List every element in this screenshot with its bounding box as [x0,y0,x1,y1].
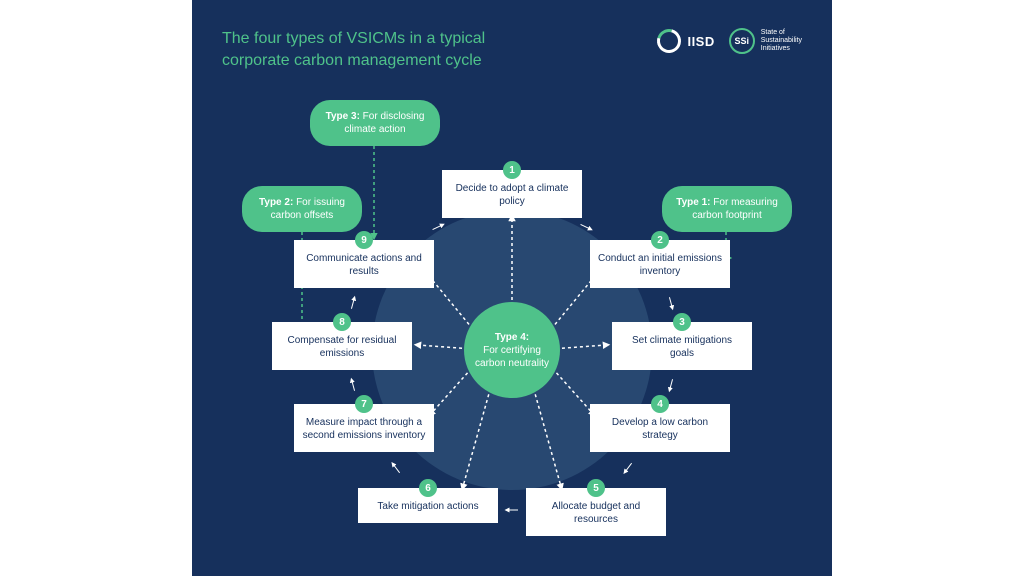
step-9-label: Communicate actions and results [302,252,426,278]
iisd-text: IISD [687,34,714,49]
center-title: Type 4: [472,331,552,344]
step-7-box: 7Measure impact through a second emissio… [294,404,434,452]
iisd-ring-icon [653,25,686,58]
step-8-label: Compensate for residual emissions [280,334,404,360]
type2-callout: Type 2: For issuing carbon offsets [242,186,362,232]
step-1-box: 1Decide to adopt a climate policy [442,170,582,218]
step-1-label: Decide to adopt a climate policy [450,182,574,208]
step-5-box: 5Allocate budget and resources [526,488,666,536]
step-8-box: 8Compensate for residual emissions [272,322,412,370]
step-4-badge: 4 [651,395,669,413]
step-8-badge: 8 [333,313,351,331]
step-5-badge: 5 [587,479,605,497]
page-title: The four types of VSICMs in a typical co… [222,28,502,71]
center-type4-circle: Type 4: For certifying carbon neutrality [464,302,560,398]
step-2-label: Conduct an initial emissions inventory [598,252,722,278]
step-2-box: 2Conduct an initial emissions inventory [590,240,730,288]
step-9-box: 9Communicate actions and results [294,240,434,288]
step-4-label: Develop a low carbon strategy [598,416,722,442]
type1-callout: Type 1: For measuring carbon footprint [662,186,792,232]
step-2-badge: 2 [651,231,669,249]
step-7-badge: 7 [355,395,373,413]
center-text: For certifying carbon neutrality [475,345,549,369]
logo-group: IISD SSi State of Sustainability Initiat… [657,28,802,54]
step-9-badge: 9 [355,231,373,249]
step-6-badge: 6 [419,479,437,497]
step-3-badge: 3 [673,313,691,331]
step-7-label: Measure impact through a second emission… [302,416,426,442]
step-6-label: Take mitigation actions [366,500,490,513]
infographic-canvas: The four types of VSICMs in a typical co… [192,0,832,576]
step-3-label: Set climate mitigations goals [620,334,744,360]
ssi-logo: SSi State of Sustainability Initiatives [729,28,802,54]
iisd-logo: IISD [657,29,714,53]
ssi-text: State of Sustainability Initiatives [761,29,802,53]
type3-callout: Type 3: For disclosing climate action [310,100,440,146]
ssi-badge-icon: SSi [729,28,755,54]
step-1-badge: 1 [503,161,521,179]
step-4-box: 4Develop a low carbon strategy [590,404,730,452]
step-3-box: 3Set climate mitigations goals [612,322,752,370]
step-5-label: Allocate budget and resources [534,500,658,526]
step-6-box: 6Take mitigation actions [358,488,498,523]
